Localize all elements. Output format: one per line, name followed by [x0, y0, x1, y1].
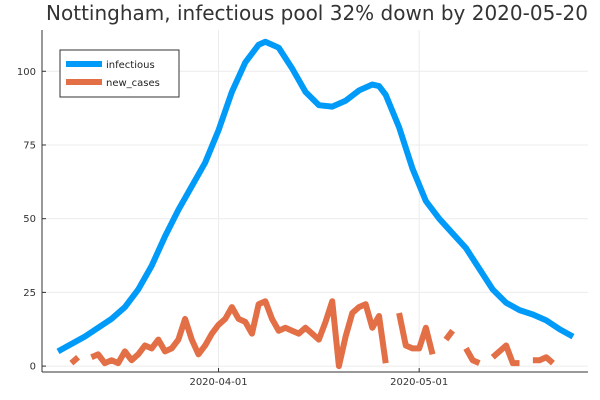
y-tick-label: 75 [23, 140, 36, 151]
y-tick-label: 50 [23, 214, 36, 225]
legend-label-new-cases: new_cases [106, 78, 160, 89]
y-ticks: 0 25 50 75 100 [17, 67, 46, 373]
legend-box [59, 49, 180, 98]
legend: infectious new_cases [59, 49, 180, 98]
series-line-infectious [56, 38, 575, 354]
y-tick-label: 25 [23, 288, 36, 299]
legend-label-infectious: infectious [106, 60, 155, 71]
x-ticks: 2020-04-01 2020-05-01 [189, 368, 448, 388]
y-tick-label: 100 [17, 67, 36, 78]
y-tick-label: 0 [30, 362, 36, 373]
series-line-new-cases [69, 298, 555, 370]
x-tick-label: 2020-04-01 [189, 377, 247, 388]
x-tick-label: 2020-05-01 [390, 377, 448, 388]
axes [41, 30, 588, 373]
chart-title: Nottingham, infectious pool 32% down by … [46, 1, 588, 25]
series [56, 38, 575, 370]
